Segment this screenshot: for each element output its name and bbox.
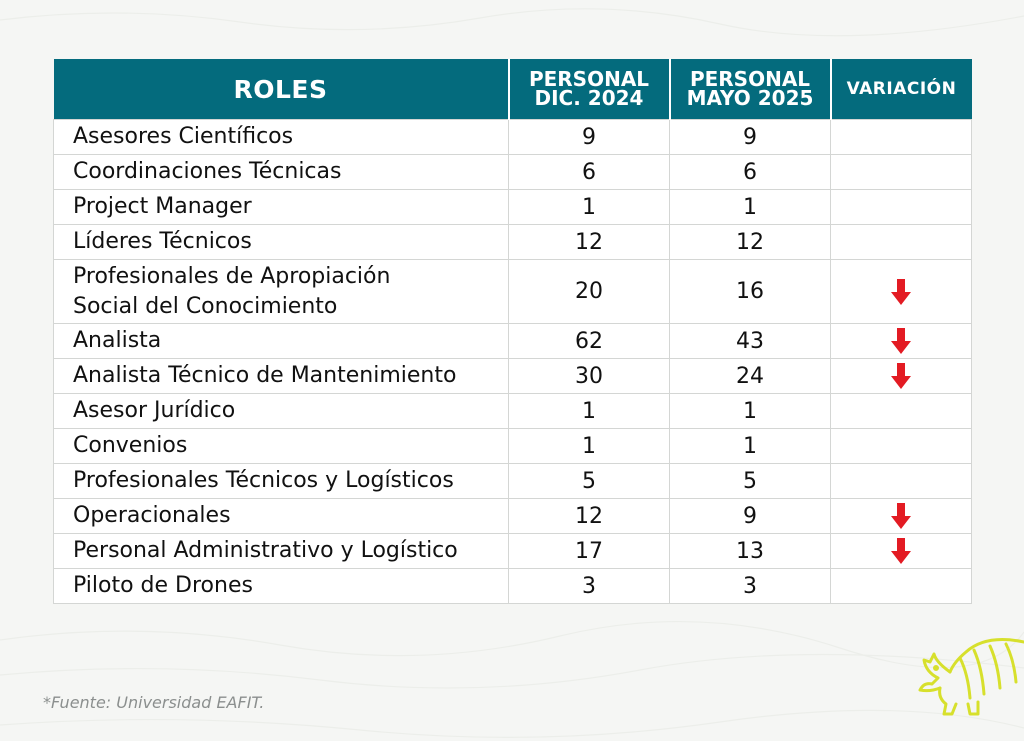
role-cell: Coordinaciones Técnicas — [53, 154, 509, 190]
source-note: *Fuente: Universidad EAFIT. — [43, 693, 265, 712]
mayo-2025-cell: 1 — [669, 428, 831, 464]
dic-2024-cell: 3 — [508, 568, 670, 604]
role-line: Profesionales de Apropiación — [73, 263, 391, 289]
header-personal-mayo-2025: PERSONAL MAYO 2025 — [669, 59, 832, 120]
table-row: Project Manager 1 1 — [53, 189, 972, 225]
table-row: Profesionales Técnicos y Logísticos 5 5 — [53, 463, 972, 499]
dic-2024-cell: 6 — [508, 154, 670, 190]
dic-2024-cell: 12 — [508, 224, 670, 260]
variacion-cell — [830, 323, 972, 359]
role-cell: Project Manager — [53, 189, 509, 225]
table-row: Líderes Técnicos 12 12 — [53, 224, 972, 260]
role-line: Social del Conocimiento — [73, 293, 338, 319]
variacion-cell — [830, 259, 972, 324]
table-row: Operacionales 12 9 — [53, 498, 972, 534]
variacion-cell — [830, 533, 972, 569]
header-variacion: VARIACIÓN — [830, 59, 972, 120]
table-row: Personal Administrativo y Logístico 17 13 — [53, 533, 972, 569]
dic-2024-cell: 1 — [508, 393, 670, 429]
variacion-cell — [830, 189, 972, 225]
variacion-cell — [830, 224, 972, 260]
header-dic-line2: DIC. 2024 — [534, 86, 644, 110]
arrow-down-icon — [891, 538, 911, 564]
mayo-2025-cell: 6 — [669, 154, 831, 190]
role-cell: Piloto de Drones — [53, 568, 509, 604]
role-cell: Profesionales Técnicos y Logísticos — [53, 463, 509, 499]
role-cell: Líderes Técnicos — [53, 224, 509, 260]
variacion-cell — [830, 568, 972, 604]
header-roles: ROLES — [53, 59, 510, 120]
arrow-down-icon — [891, 363, 911, 389]
table-row: Profesionales de Apropiación Social del C… — [53, 259, 972, 324]
table-row: Analista 62 43 — [53, 323, 972, 359]
mayo-2025-cell: 24 — [669, 358, 831, 394]
dic-2024-cell: 20 — [508, 259, 670, 324]
mayo-2025-cell: 1 — [669, 393, 831, 429]
role-cell: Analista Técnico de Mantenimiento — [53, 358, 509, 394]
arrow-down-icon — [891, 503, 911, 529]
header-mayo-line1: PERSONAL — [689, 67, 811, 91]
mayo-2025-cell: 3 — [669, 568, 831, 604]
dic-2024-cell: 17 — [508, 533, 670, 569]
role-cell: Asesores Científicos — [53, 119, 509, 155]
dic-2024-cell: 30 — [508, 358, 670, 394]
dic-2024-cell: 9 — [508, 119, 670, 155]
role-cell: Convenios — [53, 428, 509, 464]
dic-2024-cell: 1 — [508, 428, 670, 464]
role-line: Coordinaciones Técnicas — [73, 159, 342, 184]
dic-2024-cell: 12 — [508, 498, 670, 534]
mayo-2025-cell: 1 — [669, 189, 831, 225]
mayo-2025-cell: 9 — [669, 498, 831, 534]
variacion-cell — [830, 358, 972, 394]
arrow-down-icon — [891, 328, 911, 354]
header-mayo-line2: MAYO 2025 — [686, 86, 814, 110]
role-cell: Analista — [53, 323, 509, 359]
role-cell: Operacionales — [53, 498, 509, 534]
table-body: Asesores Científicos 9 9 Coordinaciones Téc… — [53, 119, 972, 604]
mayo-2025-cell: 12 — [669, 224, 831, 260]
dic-2024-cell: 62 — [508, 323, 670, 359]
variacion-cell — [830, 428, 972, 464]
role-cell: Asesor Jurídico — [53, 393, 509, 429]
table-row: Asesor Jurídico 1 1 — [53, 393, 972, 429]
variacion-cell — [830, 154, 972, 190]
mayo-2025-cell: 16 — [669, 259, 831, 324]
table-row: Asesores Científicos 9 9 — [53, 119, 972, 155]
table-row: Coordinaciones Técnicas 6 6 — [53, 154, 972, 190]
table-row: Analista Técnico de Mantenimiento 30 24 — [53, 358, 972, 394]
variacion-cell — [830, 498, 972, 534]
role-cell: Profesionales de Apropiación Social del C… — [53, 259, 509, 324]
mayo-2025-cell: 9 — [669, 119, 831, 155]
variacion-cell — [830, 393, 972, 429]
mayo-2025-cell: 43 — [669, 323, 831, 359]
arrow-down-icon — [891, 278, 911, 305]
dic-2024-cell: 1 — [508, 189, 670, 225]
variacion-cell — [830, 119, 972, 155]
variacion-cell — [830, 463, 972, 499]
dic-2024-cell: 5 — [508, 463, 670, 499]
roles-table: ROLES PERSONAL DIC. 2024 PERSONAL MAYO 2… — [53, 59, 972, 604]
table-row: Piloto de Drones 3 3 — [53, 568, 972, 604]
mayo-2025-cell: 5 — [669, 463, 831, 499]
header-personal-dic-2024: PERSONAL DIC. 2024 — [508, 59, 671, 120]
armadillo-icon — [918, 638, 1024, 716]
role-cell: Personal Administrativo y Logístico — [53, 533, 509, 569]
header-dic-line1: PERSONAL — [528, 67, 650, 91]
table-header-row: ROLES PERSONAL DIC. 2024 PERSONAL MAYO 2… — [53, 59, 972, 120]
table-row: Convenios 1 1 — [53, 428, 972, 464]
mayo-2025-cell: 13 — [669, 533, 831, 569]
